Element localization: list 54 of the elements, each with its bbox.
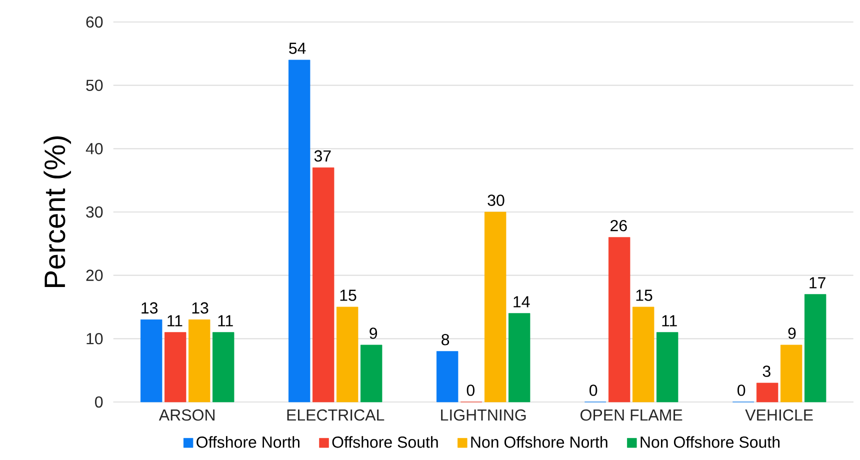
bar	[360, 344, 382, 402]
bar	[164, 332, 186, 402]
data-label: 11	[662, 315, 677, 326]
y-tick-label: 10	[86, 332, 103, 344]
data-label: 11	[168, 315, 182, 326]
legend-label: Offshore South	[332, 436, 438, 448]
legend-label: Offshore North	[196, 436, 300, 448]
data-label: 26	[610, 220, 627, 232]
bar	[336, 306, 358, 402]
data-label: 30	[488, 194, 504, 206]
y-tick-label: 30	[86, 206, 103, 218]
data-label: 0	[590, 384, 598, 396]
bar	[188, 319, 210, 402]
bar	[212, 332, 234, 402]
bar	[140, 319, 162, 402]
bar	[756, 382, 778, 402]
bar	[656, 332, 678, 402]
x-tick-label: OPEN FLAME	[580, 409, 682, 421]
data-label: 17	[810, 277, 826, 288]
data-label: 37	[314, 150, 331, 162]
legend-label: Non Offshore North	[471, 436, 608, 448]
bar	[312, 167, 334, 402]
y-tick-label: 20	[86, 270, 103, 281]
bar	[780, 344, 802, 402]
x-tick-label: LIGHTNING	[441, 409, 526, 421]
data-label: 13	[192, 302, 208, 314]
x-tick-label: ARSON	[158, 409, 214, 421]
data-label: 9	[370, 328, 378, 339]
data-label: 8	[442, 334, 450, 346]
data-label: 14	[514, 296, 530, 308]
data-label: 9	[788, 328, 796, 339]
data-label: 15	[340, 290, 356, 301]
x-tick-label: VEHICLE	[745, 409, 813, 421]
bar	[508, 313, 530, 402]
data-label: 3	[762, 366, 770, 377]
bar	[436, 351, 458, 402]
y-axis-title: Percent (%)	[44, 136, 72, 288]
data-label: 0	[466, 384, 474, 396]
legend-label: Non Offshore South	[640, 436, 780, 448]
data-label: 13	[142, 302, 158, 314]
bar	[632, 306, 654, 402]
y-tick-label: 40	[86, 143, 103, 154]
y-tick-label: 0	[95, 396, 103, 408]
data-label: 11	[218, 315, 233, 326]
bar	[804, 294, 826, 402]
y-tick-label: 50	[86, 80, 103, 91]
data-label: 15	[636, 290, 652, 301]
data-label: 0	[738, 384, 746, 396]
bar	[484, 212, 506, 402]
bar	[608, 237, 630, 402]
data-label: 54	[289, 42, 306, 54]
bar	[288, 60, 310, 402]
x-tick-label: ELECTRICAL	[287, 409, 384, 421]
y-tick-label: 60	[86, 16, 103, 28]
